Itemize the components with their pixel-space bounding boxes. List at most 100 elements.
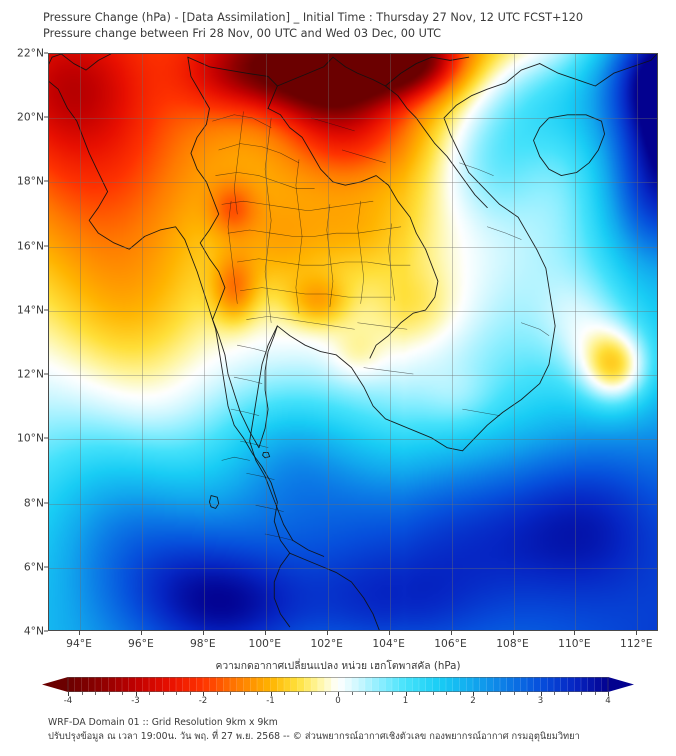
x-axis-tick-label: 104°E — [372, 637, 405, 650]
colorbar-gradient — [42, 677, 634, 692]
colorbar-minor-tick — [243, 692, 245, 695]
gridline-horizontal — [49, 567, 657, 569]
y-axis-tick-label: 6°N — [23, 560, 44, 574]
colorbar-tick-label: -2 — [198, 696, 208, 706]
x-axis-tick-mark — [388, 631, 390, 635]
x-axis-tick-mark — [79, 631, 80, 635]
y-axis-tick-mark — [44, 566, 48, 568]
colorbar-minor-tick — [486, 692, 488, 695]
gridline-vertical — [575, 54, 577, 630]
x-axis-tick-label: 98°E — [189, 637, 216, 650]
colorbar-major-tick — [68, 692, 69, 696]
colorbar-minor-tick — [230, 692, 231, 695]
gridline-horizontal — [49, 246, 657, 248]
colorbar-axis: -4 -3 -2 -1 0 1 2 3 4 — [42, 692, 634, 708]
x-axis-tick-label: 102°E — [310, 637, 343, 650]
colorbar-minor-tick — [351, 692, 353, 695]
colorbar-minor-tick — [365, 692, 366, 695]
y-axis-tick-mark — [44, 245, 48, 247]
y-axis-tick-label: 10°N — [17, 431, 44, 445]
x-axis-tick-label: 112°E — [620, 637, 653, 650]
y-axis-tick-mark — [44, 437, 48, 439]
x-axis-tick-mark — [574, 631, 576, 635]
colorbar-minor-tick — [594, 692, 596, 695]
colorbar-major-tick — [338, 692, 339, 696]
colorbar-block: ความกดอากาศเปลี่ยนแปลง หน่วย เฮกโตพาสคัล… — [0, 657, 676, 708]
x-axis-tick-mark — [450, 631, 452, 635]
gridline-vertical — [513, 54, 515, 630]
y-axis-tick-label: 18°N — [17, 174, 44, 188]
colorbar-tick-label: 0 — [335, 696, 341, 706]
colorbar-minor-tick — [567, 692, 569, 695]
colorbar-major-tick — [135, 692, 137, 696]
footer-block: WRF-DA Domain 01 :: Grid Resolution 9km … — [48, 716, 668, 744]
colorbar-minor-tick — [122, 692, 123, 695]
x-axis-tick-mark — [264, 631, 266, 635]
colorbar-minor-tick — [176, 692, 177, 695]
colorbar-major-tick — [473, 692, 474, 696]
y-axis-tick-mark — [44, 502, 48, 504]
y-axis-tick-label: 4°N — [23, 624, 44, 638]
gridline-horizontal — [49, 310, 657, 312]
y-axis-tick-mark — [44, 52, 48, 54]
colorbar-major-tick — [203, 692, 204, 696]
y-axis-tick-mark — [44, 180, 48, 182]
colorbar-minor-tick — [581, 692, 582, 695]
colorbar-tick-label: -3 — [131, 696, 140, 706]
gridline-vertical — [203, 54, 205, 630]
footer-line-2: ปรับปรุงข้อมูล ณ เวลา 19:00น. วัน พฤ. ที… — [48, 731, 580, 742]
x-axis-tick-label: 110°E — [558, 637, 591, 650]
colorbar-minor-tick — [149, 692, 150, 695]
colorbar-minor-tick — [284, 692, 285, 695]
y-axis-tick-label: 8°N — [23, 496, 44, 510]
y-axis-tick-label: 20°N — [17, 110, 44, 124]
y-axis-tick-label: 12°N — [17, 367, 44, 381]
colorbar-tick-label: 4 — [605, 696, 611, 706]
colorbar-minor-tick — [108, 692, 110, 695]
title-line-2: Pressure change between Fri 28 Nov, 00 U… — [43, 27, 442, 40]
y-axis-tick-mark — [44, 373, 48, 375]
x-axis-tick-label: 100°E — [248, 637, 282, 650]
map-plot-area — [48, 53, 658, 631]
colorbar-minor-tick — [459, 692, 461, 695]
y-axis-tick-label: 16°N — [17, 239, 44, 253]
gridline-vertical — [327, 54, 329, 630]
colorbar-major-tick — [608, 692, 609, 696]
gridline-vertical — [141, 54, 143, 630]
colorbar-minor-tick — [216, 692, 218, 695]
colorbar-tick-label: 2 — [470, 696, 476, 706]
gridline-horizontal — [49, 118, 657, 120]
x-axis-tick-mark — [636, 631, 638, 635]
colorbar-minor-tick — [500, 692, 501, 695]
x-axis-tick-label: 106°E — [434, 637, 467, 650]
colorbar-minor-tick — [95, 692, 96, 695]
gridline-vertical — [80, 54, 81, 630]
colorbar-minor-tick — [513, 692, 515, 695]
y-axis-tick-mark — [44, 116, 48, 118]
colorbar-minor-tick — [81, 692, 83, 695]
colorbar-minor-tick — [378, 692, 380, 695]
colorbar-minor-tick — [311, 692, 312, 695]
colorbar-minor-tick — [554, 692, 555, 695]
gridline-vertical — [389, 54, 391, 630]
colorbar-major-tick — [405, 692, 407, 696]
y-axis-tick-mark — [44, 630, 48, 632]
gridline-vertical — [265, 54, 267, 630]
pressure-change-field — [49, 54, 657, 630]
colorbar-minor-tick — [162, 692, 164, 695]
coastline-overlay — [49, 54, 657, 630]
colorbar-minor-tick — [324, 692, 326, 695]
colorbar-major-tick — [540, 692, 542, 696]
colorbar-minor-tick — [297, 692, 299, 695]
colorbar-tick-label: -1 — [266, 696, 275, 706]
title-line-1: Pressure Change (hPa) - [Data Assimilati… — [43, 11, 584, 24]
x-axis-tick-mark — [512, 631, 514, 635]
y-axis-tick-label: 14°N — [17, 303, 44, 317]
colorbar-minor-tick — [446, 692, 447, 695]
colorbar-minor-tick — [392, 692, 393, 695]
colorbar-tick-label: 3 — [537, 696, 544, 706]
colorbar-tick-label: 1 — [402, 696, 409, 706]
gridline-horizontal — [49, 503, 657, 505]
gridline-horizontal — [49, 439, 657, 441]
colorbar-minor-tick — [432, 692, 434, 695]
